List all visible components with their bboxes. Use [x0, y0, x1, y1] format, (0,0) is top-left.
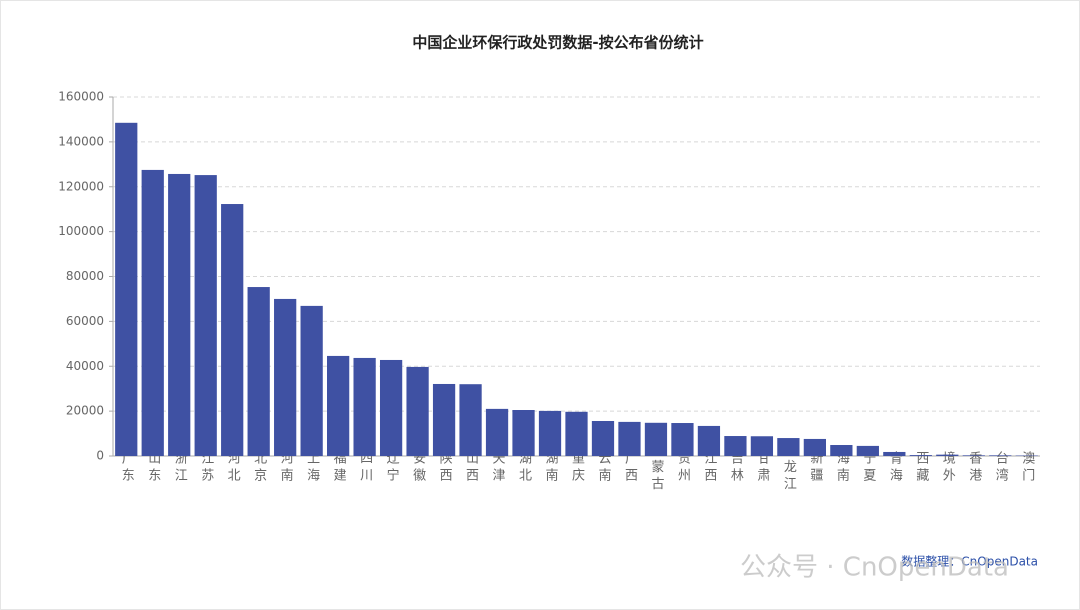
x-tick-label: 四川	[357, 451, 373, 485]
x-tick-label: 海南	[834, 451, 850, 485]
bar	[512, 410, 535, 456]
x-tick-label: 山西	[463, 451, 479, 485]
x-tick-label: 贵州	[675, 451, 691, 485]
bar	[485, 408, 509, 456]
bar	[962, 455, 985, 456]
chart-title: 中国企业环保行政处罚数据-按公布省份统计	[412, 34, 703, 52]
bar	[115, 122, 138, 456]
bar	[856, 445, 879, 456]
bar	[644, 422, 668, 456]
bar	[300, 305, 323, 456]
bar	[989, 455, 1012, 456]
bar	[671, 423, 694, 456]
bar	[221, 204, 244, 456]
x-tick-label: 甘肃	[754, 451, 770, 485]
bar	[274, 298, 297, 456]
x-tick-label: 新疆	[807, 450, 823, 485]
bar	[750, 436, 774, 456]
bar	[168, 173, 191, 456]
x-tick-label: 河南	[278, 451, 294, 485]
bar	[883, 451, 906, 456]
y-tick-label: 120000	[58, 179, 104, 193]
y-tick-label: 60000	[66, 314, 104, 328]
x-tick-label: 澳门	[1019, 450, 1035, 485]
x-tick-label: 天津	[490, 451, 506, 485]
x-tick-label: 台湾	[993, 451, 1009, 485]
bar	[803, 438, 826, 456]
bar	[565, 411, 588, 456]
bar	[697, 425, 721, 456]
y-tick-label: 140000	[58, 134, 104, 148]
x-tick-label: 湖南	[543, 451, 559, 485]
x-tick-label: 西藏	[913, 451, 929, 485]
x-tick-label: 河北	[225, 451, 241, 485]
y-tick-label: 100000	[58, 224, 104, 238]
y-tick-label: 40000	[66, 359, 104, 373]
y-tick-label: 0	[96, 449, 104, 463]
bar	[247, 287, 270, 456]
x-tick-label: 北京	[251, 451, 267, 485]
bar	[909, 455, 932, 456]
bar	[724, 436, 747, 456]
x-tick-label: 上海	[304, 451, 320, 485]
x-tick-label: 江苏	[198, 451, 214, 485]
x-tick-label: 福建	[331, 451, 347, 485]
x-tick-label: 香港	[966, 451, 982, 485]
x-tick-label: 山东	[145, 451, 161, 485]
x-tick-label: 青海	[887, 451, 903, 485]
bar	[406, 366, 429, 456]
bar	[379, 359, 403, 456]
x-tick-label: 浙江	[172, 451, 188, 485]
bar	[618, 421, 641, 456]
bar	[591, 420, 615, 456]
x-tick-label: 吉林	[728, 451, 744, 485]
x-tick-label: 云南	[595, 451, 611, 485]
x-tick-label: 宁夏	[860, 450, 876, 485]
x-tick-label: 境外	[940, 451, 956, 485]
y-tick-label: 20000	[66, 404, 104, 418]
bar	[936, 454, 959, 456]
bar	[432, 383, 456, 456]
bar	[194, 175, 217, 456]
source-note: 数据整理：CnOpenData	[901, 554, 1038, 569]
x-tick-label: 安徽	[410, 451, 426, 485]
x-tick-label: 湖北	[516, 451, 532, 485]
bar	[353, 357, 376, 456]
bar	[538, 410, 562, 456]
watermark: 公众号 · CnOpenData	[740, 553, 1009, 583]
y-tick-label: 80000	[66, 269, 104, 283]
bar	[830, 445, 853, 456]
x-tick-label: 重庆	[569, 450, 585, 485]
x-tick-label: 江西	[701, 451, 717, 485]
bar	[459, 384, 482, 456]
bar	[327, 355, 350, 456]
bar	[141, 169, 164, 456]
x-tick-label: 广西	[622, 451, 638, 485]
x-tick-label: 辽宁	[384, 451, 400, 485]
x-tick-label: 广东	[119, 451, 135, 485]
bar	[777, 438, 800, 456]
y-tick-label: 160000	[58, 90, 104, 104]
x-tick-label: 陕西	[437, 451, 453, 485]
